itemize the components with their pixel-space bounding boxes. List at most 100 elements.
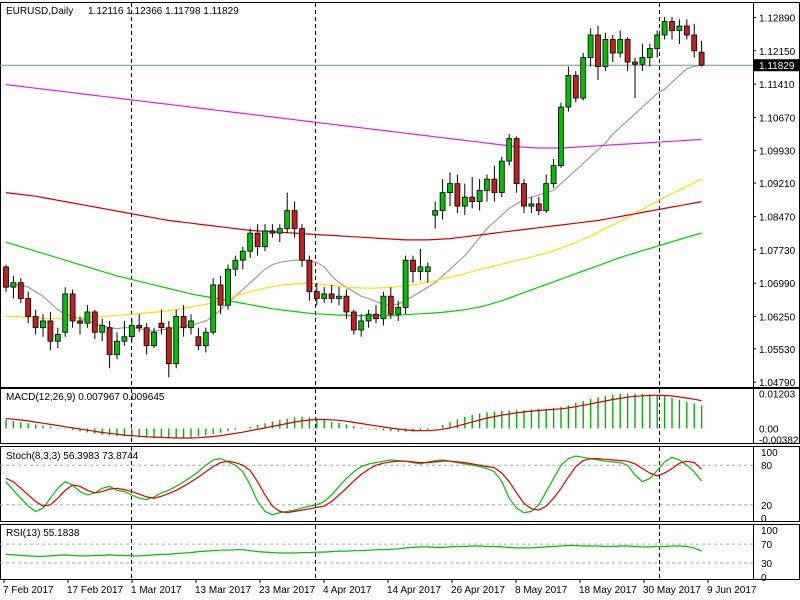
candle-body: [232, 259, 239, 270]
candle-body: [609, 39, 616, 54]
candle-body: [521, 183, 527, 207]
candle-body: [188, 320, 194, 329]
current-price-marker: [754, 59, 800, 72]
date-tick-label: 1 Mar 2017: [131, 585, 182, 596]
price-tick-label: 1.07730: [759, 246, 796, 257]
candle-body: [202, 331, 209, 347]
candle-body: [25, 298, 32, 317]
oscillator-tick-label: 100: [761, 526, 778, 537]
candle-body: [3, 266, 9, 288]
macd-panel-frame: [0, 388, 800, 444]
candle-body: [558, 106, 564, 167]
candle-body: [350, 311, 357, 331]
candle-body: [476, 189, 483, 203]
candle-body: [239, 250, 246, 261]
macd-panel: [5, 393, 703, 439]
moving-average-line: [6, 178, 702, 320]
oscillator-tick-label: 70: [761, 540, 773, 551]
candle-body: [84, 311, 91, 324]
candle-body: [491, 178, 498, 194]
candle-body: [639, 57, 646, 65]
candle-body: [513, 138, 520, 185]
macd-title: MACD(12,26,9) 0.007967 0.009645: [6, 392, 165, 403]
candle-body: [543, 183, 550, 212]
candle-body: [624, 39, 631, 63]
oscillator-tick-label: 0: [761, 573, 767, 584]
candle-body: [417, 266, 424, 272]
date-tick-label: 14 Apr 2017: [387, 585, 441, 596]
candle-body: [550, 165, 557, 185]
candle-body: [121, 336, 128, 342]
candle-body: [62, 293, 69, 333]
moving-average-line: [5, 192, 702, 241]
oscillator-line: [5, 458, 702, 514]
price-tick-label: 1.08470: [759, 212, 796, 223]
oscillator-line: [5, 455, 703, 516]
candle-body: [528, 203, 535, 207]
date-tick-label: 7 Feb 2017: [3, 585, 54, 596]
candle-body: [602, 39, 609, 67]
macd-tick-label: 0.00: [759, 424, 779, 435]
candle-body: [180, 316, 187, 329]
oscillator-tick-label: 80: [761, 461, 773, 472]
oscillator-tick-label: 100: [761, 448, 778, 459]
main-panel-frame: [0, 2, 800, 388]
candle-body: [195, 336, 202, 347]
candle-body: [535, 203, 542, 212]
candle-body: [17, 282, 24, 299]
date-tick-label: 30 May 2017: [643, 585, 701, 596]
moving-average-line: [5, 84, 702, 149]
candle-body: [217, 284, 224, 306]
price-tick-label: 1.05530: [759, 345, 796, 356]
oscillator-tick-label: 30: [761, 559, 773, 570]
date-tick-label: 23 Mar 2017: [259, 585, 316, 596]
stoch-panel-frame: [0, 446, 800, 522]
candle-body: [469, 196, 476, 203]
candle-body: [40, 320, 46, 329]
rsi-title: RSI(13) 55.1838: [6, 528, 80, 539]
candle-body: [691, 34, 698, 52]
candle-body: [661, 21, 668, 36]
panel-frames: [0, 2, 800, 580]
candle-body: [77, 320, 83, 324]
candle-body: [10, 282, 17, 288]
candle-body: [276, 228, 283, 234]
candle-body: [395, 307, 402, 315]
candle-body: [498, 160, 505, 194]
macd-signal-line: [5, 394, 702, 439]
price-tick-label: 1.06250: [759, 312, 796, 323]
candle-body: [136, 325, 143, 329]
candle-body: [358, 320, 365, 331]
candle-body: [158, 322, 165, 329]
candle-body: [106, 327, 113, 356]
candle-body: [151, 331, 157, 347]
moving-average-line: [5, 64, 702, 332]
candle-body: [654, 34, 661, 49]
candle-body: [32, 316, 39, 329]
candles: [3, 17, 705, 378]
candle-body: [165, 327, 172, 365]
candle-body: [306, 259, 313, 293]
candle-body: [683, 25, 690, 36]
oscillator-tick-label: 20: [761, 501, 773, 512]
candle-body: [284, 210, 291, 230]
candle-body: [572, 75, 579, 99]
moving-averages: [0, 64, 753, 332]
macd-tick-label: 0.01203: [759, 390, 796, 401]
candle-body: [484, 178, 490, 191]
candle-body: [54, 334, 61, 342]
ohlc-values: 1.12116 1.12366 1.11798 1.11829: [88, 6, 239, 17]
candle-body: [114, 340, 120, 356]
axis-labels: 1.12890 1.12150 1.11410 1.10670 1.09930 1.092…: [3, 13, 800, 596]
rsi-panel-frame: [0, 524, 800, 580]
candle-body: [587, 34, 594, 58]
candle-body: [669, 21, 675, 31]
date-tick-label: 9 Jun 2017: [707, 585, 757, 596]
main-chart-title: EURUSD,Daily: [6, 6, 73, 17]
price-tick-label: 1.11410: [759, 80, 795, 91]
candle-body: [432, 210, 439, 216]
candle-body: [424, 266, 431, 272]
candle-body: [247, 232, 254, 252]
candle-body: [461, 196, 468, 207]
